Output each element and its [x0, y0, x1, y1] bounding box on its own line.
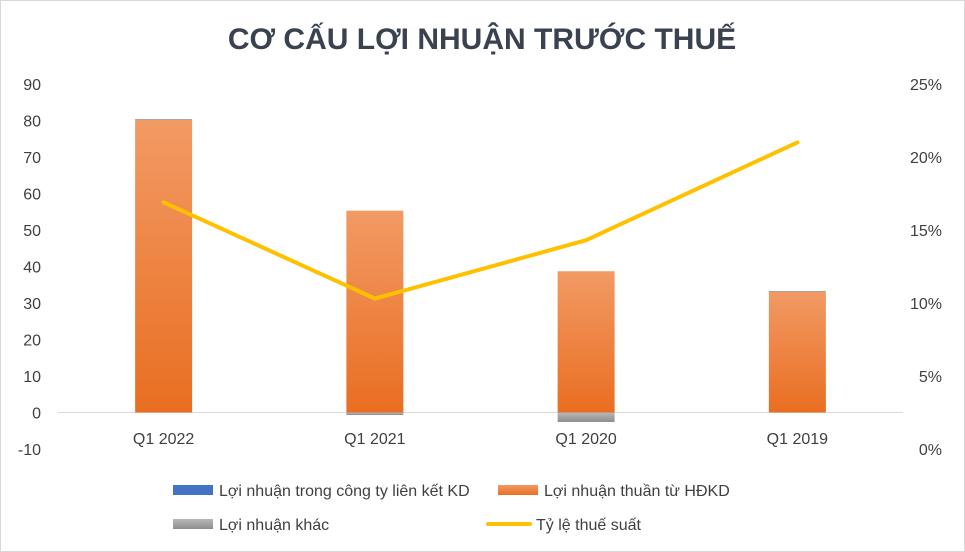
legend-label: Lợi nhuận khác	[219, 517, 329, 534]
y-left-tick-label: 10	[23, 369, 41, 386]
x-tick-label: Q1 2019	[767, 431, 828, 448]
x-tick-label: Q1 2020	[555, 431, 616, 448]
y-left-tick-label: 40	[23, 260, 41, 277]
legend-swatch	[173, 519, 213, 529]
y-left-tick-label: 90	[23, 77, 41, 94]
y-right-tick-label: 25%	[910, 77, 942, 94]
legend: Lợi nhuận trong công ty liên kết KD Lợi n…	[173, 483, 730, 534]
bar	[768, 291, 826, 413]
y-left-tick-label: 50	[23, 223, 41, 240]
legend-label: Tỷ lệ thuế suất	[536, 517, 642, 534]
legend-item: Tỷ lệ thuế suất	[486, 517, 642, 534]
y-left-tick-label: 0	[32, 406, 41, 423]
y-left-tick-label: 60	[23, 187, 41, 204]
y-right-tick-label: 20%	[910, 150, 942, 167]
legend-swatch	[498, 485, 538, 495]
axes: -10 0 10 20 30 40 50 60 70 80 90 0% 5% 10% 15% 20% 25% Q1…	[18, 77, 942, 459]
y-right-tick-label: 5%	[919, 369, 942, 386]
y-right-tick-label: 0%	[919, 442, 942, 459]
line-series	[161, 140, 800, 301]
y-left-tick-label: 20	[23, 333, 41, 350]
legend-item: Lợi nhuận trong công ty liên kết KD	[173, 483, 470, 500]
legend-item: Lợi nhuận thuần từ HĐKD	[498, 483, 730, 500]
bar	[557, 412, 615, 422]
y-right-tick-label: 10%	[910, 296, 942, 313]
bar	[346, 412, 404, 416]
y-right-tick-label: 15%	[910, 223, 942, 240]
legend-item: Lợi nhuận khác	[173, 517, 329, 534]
legend-label: Lợi nhuận thuần từ HĐKD	[544, 483, 730, 500]
legend-label: Lợi nhuận trong công ty liên kết KD	[219, 483, 470, 500]
bars	[135, 119, 826, 422]
legend-swatch	[173, 485, 213, 495]
y-left-tick-label: 80	[23, 114, 41, 131]
y-left-tick-label: -10	[18, 442, 41, 459]
bar	[135, 119, 193, 121]
y-left-tick-label: 70	[23, 150, 41, 167]
chart-title: CƠ CẤU LỢI NHUẬN TRƯỚC THUẾ	[228, 22, 736, 56]
bar	[768, 290, 826, 292]
y-left-tick-label: 30	[23, 296, 41, 313]
bar	[346, 210, 404, 413]
tax-rate-line	[161, 140, 800, 301]
bar	[135, 119, 193, 413]
bar	[557, 271, 615, 413]
x-tick-label: Q1 2021	[344, 431, 405, 448]
x-tick-label: Q1 2022	[133, 431, 194, 448]
